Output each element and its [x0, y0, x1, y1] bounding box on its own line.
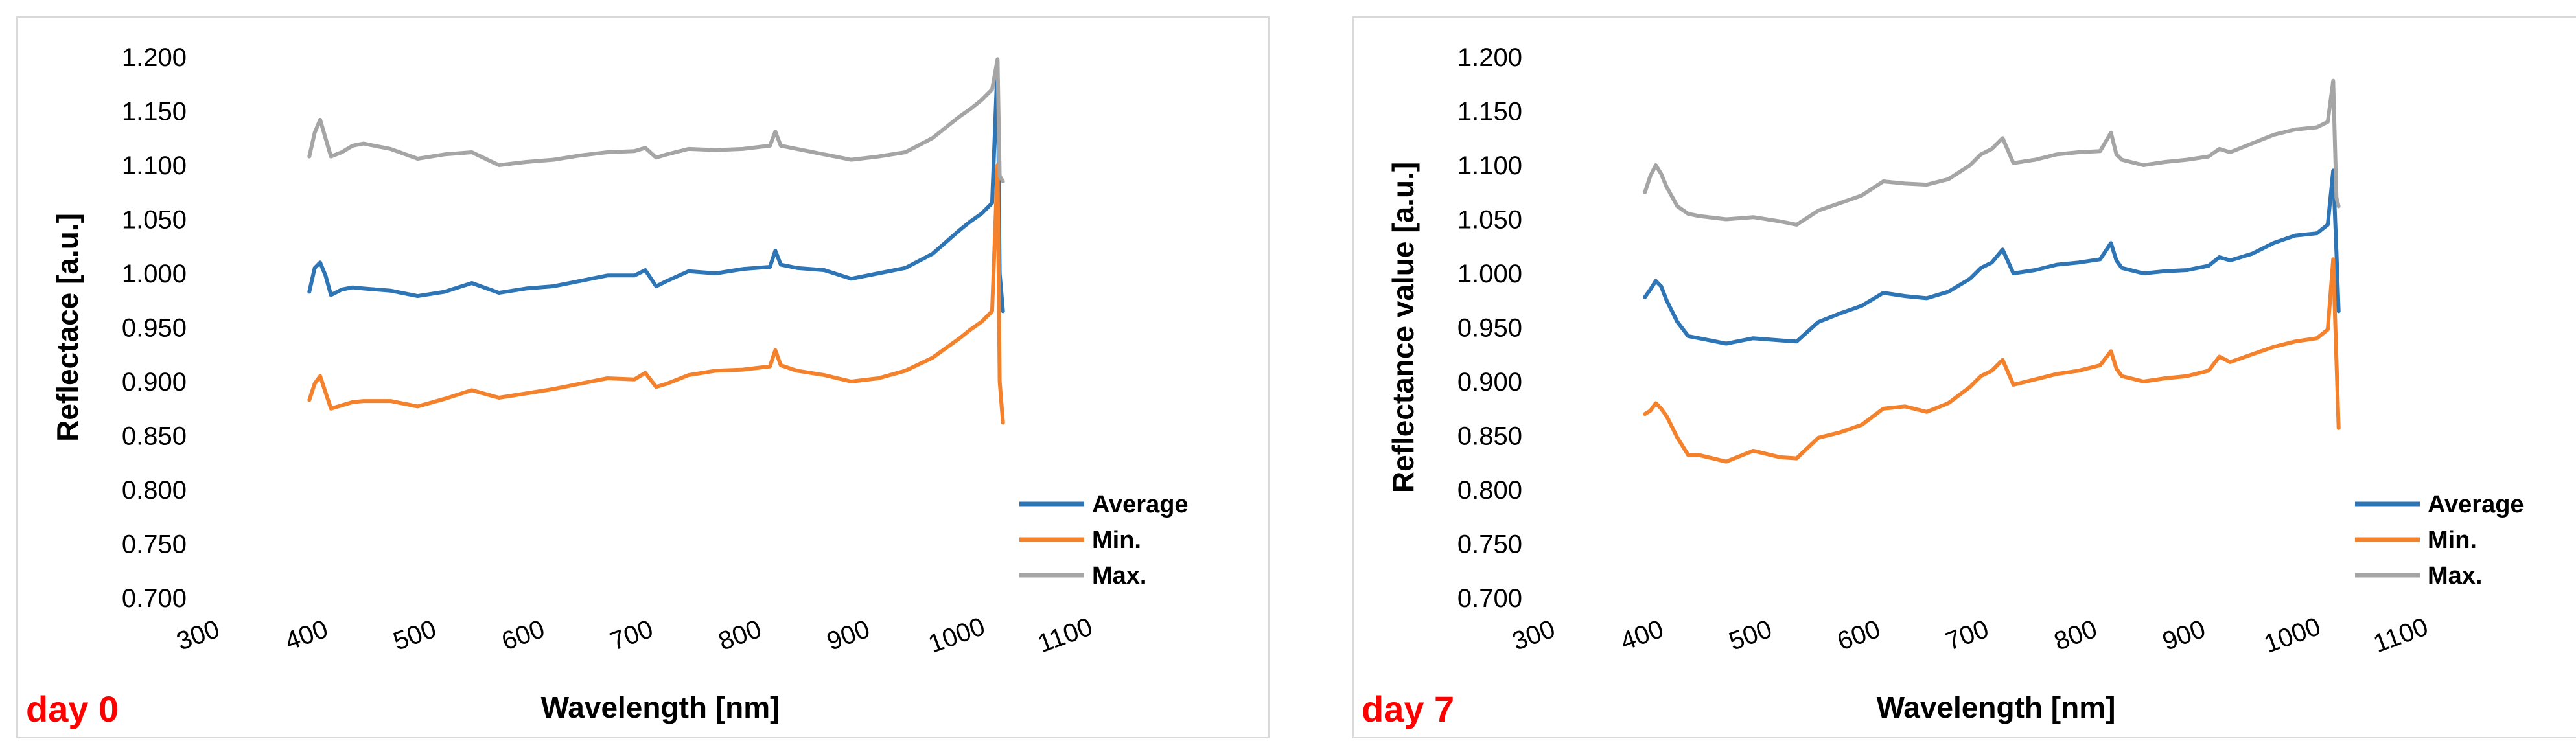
y-tick-label: 0.800: [122, 476, 187, 505]
y-axis-title: Reflectance value [a.u.]: [1386, 162, 1420, 493]
series-line-min: [307, 163, 1005, 425]
chart-panel-day-0: 0.700 0.750 0.800 0.850 0.900 0.950 1.000 1.050…: [16, 16, 1270, 738]
legend-label: Min.: [2428, 527, 2477, 554]
y-tick-label: 1.100: [122, 152, 187, 180]
x-tick-label: 1100: [1034, 612, 1097, 658]
x-axis-title: Wavelength [nm]: [541, 691, 780, 724]
x-axis-title: Wavelength [nm]: [1877, 691, 2116, 724]
reflectance-chart-day-7: 0.700 0.750 0.800 0.850 0.900 0.950 1.000 1.050…: [1386, 43, 2524, 724]
y-tick-label: 0.950: [122, 314, 187, 343]
series-line-min: [1643, 257, 2341, 464]
x-tick-label: 1000: [2260, 612, 2325, 659]
y-tick-label: 0.850: [122, 422, 187, 451]
x-tick-label: 400: [281, 615, 332, 656]
y-axis-title: Reflectace [a.u.]: [51, 213, 84, 442]
x-tick-label: 900: [2159, 615, 2209, 656]
legend-label: Max.: [2428, 562, 2482, 589]
x-tick-label: 600: [1833, 615, 1884, 656]
x-tick-label: 600: [498, 615, 548, 656]
y-tick-label: 0.700: [1457, 584, 1522, 613]
x-tick-label: 1000: [925, 612, 989, 659]
reflectance-chart-day-0: 0.700 0.750 0.800 0.850 0.900 0.950 1.000 1.050…: [51, 43, 1189, 724]
x-tick-label: 300: [1509, 615, 1559, 656]
chart-panel-day-7: 0.700 0.750 0.800 0.850 0.900 0.950 1.000 1.050…: [1352, 16, 2576, 738]
series-line-max: [1643, 78, 2341, 227]
x-tick-label: 700: [607, 615, 657, 656]
y-tick-label: 1.200: [122, 43, 187, 72]
y-tick-label: 0.750: [1457, 531, 1522, 559]
legend-label: Max.: [1092, 562, 1146, 589]
y-tick-label: 1.200: [1457, 43, 1522, 72]
x-tick-label: 800: [715, 615, 765, 656]
y-tick-label: 1.000: [1457, 260, 1522, 288]
y-tick-label: 1.050: [1457, 206, 1522, 234]
series-line-average: [307, 60, 1005, 314]
x-tick-label: 400: [1617, 615, 1667, 656]
legend-label: Average: [1092, 491, 1189, 518]
series-line-max: [307, 57, 1005, 183]
y-tick-label: 0.900: [122, 368, 187, 396]
x-tick-label: 700: [1942, 615, 1993, 656]
y-tick-label: 0.950: [1457, 314, 1522, 343]
y-tick-label: 0.750: [122, 531, 187, 559]
y-tick-label: 0.850: [1457, 422, 1522, 451]
legend-label: Average: [2428, 491, 2524, 518]
x-tick-label: 300: [173, 615, 224, 656]
y-tick-label: 0.800: [1457, 476, 1522, 505]
x-tick-label: 900: [823, 615, 874, 656]
y-tick-label: 1.100: [1457, 152, 1522, 180]
y-tick-label: 1.000: [122, 260, 187, 288]
legend-label: Min.: [1092, 527, 1141, 554]
y-tick-label: 1.150: [1457, 98, 1522, 126]
panel-label: day 0: [26, 689, 119, 729]
series-line-average: [1643, 168, 2341, 346]
y-tick-label: 1.150: [122, 98, 187, 126]
x-tick-label: 800: [2050, 615, 2101, 656]
y-tick-label: 0.700: [122, 584, 187, 613]
x-tick-label: 1100: [2370, 612, 2432, 658]
x-tick-label: 500: [1725, 615, 1776, 656]
panel-label: day 7: [1362, 689, 1455, 729]
y-tick-label: 1.050: [122, 206, 187, 234]
x-tick-label: 500: [389, 615, 440, 656]
y-tick-label: 0.900: [1457, 368, 1522, 396]
